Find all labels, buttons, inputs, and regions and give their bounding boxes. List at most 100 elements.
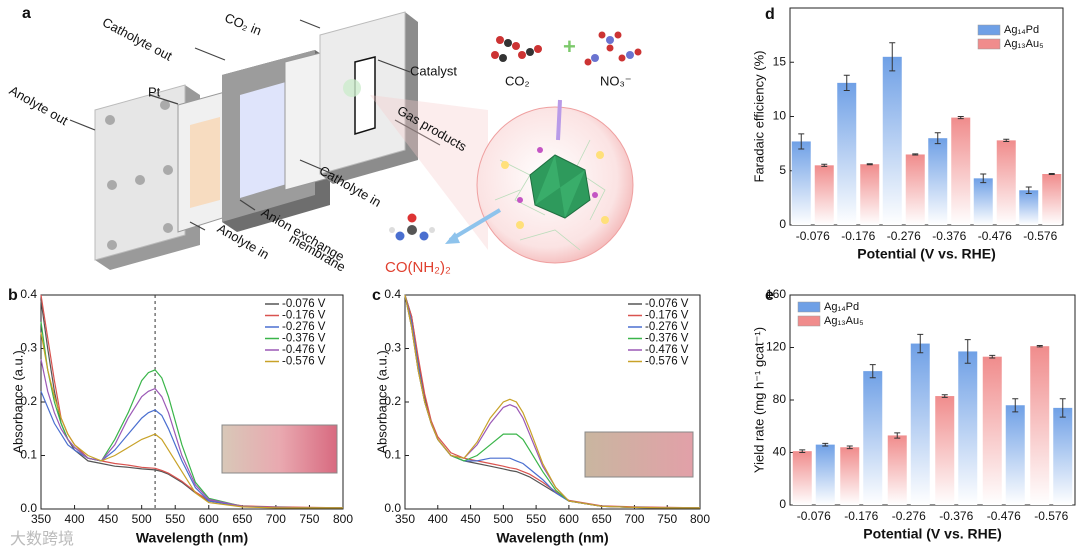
error-bar	[912, 153, 919, 156]
x-tick-label: 500	[132, 512, 152, 526]
y-tick-label: 0.1	[384, 448, 401, 462]
y-tick-label: 0.1	[20, 448, 37, 462]
legend-label: -0.276 V	[282, 321, 326, 333]
bar	[792, 451, 812, 505]
bar	[840, 447, 860, 505]
x-tick-label: 550	[165, 512, 185, 526]
spectrum-line	[404, 294, 700, 509]
legend-swatch	[977, 38, 1001, 50]
legend-swatch	[797, 301, 821, 313]
label: CO(NH₂)₂	[385, 259, 451, 276]
label: Catalyst	[410, 63, 457, 78]
legend-label: -0.076 V	[645, 298, 689, 310]
legend-swatch	[977, 24, 1001, 36]
x-tick-label: 450	[98, 512, 118, 526]
error-bar	[1012, 398, 1019, 413]
x-tick-label: 350	[31, 512, 51, 526]
legend-label: -0.376 V	[645, 333, 689, 345]
y-tick-label: 0.2	[20, 394, 37, 408]
bar	[951, 117, 971, 225]
y-tick-label: 40	[773, 445, 787, 459]
bar	[958, 351, 978, 505]
x-tick-label: -0.176	[841, 229, 875, 243]
error-bar	[1036, 345, 1043, 348]
bar	[837, 82, 857, 226]
error-bar	[889, 42, 896, 72]
error-bar	[1003, 138, 1010, 142]
panel-label: d	[765, 6, 775, 23]
bar	[905, 154, 925, 225]
x-tick-label: -0.276	[887, 229, 921, 243]
y-tick-label: 0.4	[20, 287, 37, 301]
inset-photo	[584, 431, 694, 478]
watermark: 大数跨境	[10, 529, 74, 548]
bar	[815, 444, 835, 505]
y-tick-label: 5	[779, 163, 786, 177]
y-axis-label: Absorbance (a.u.)	[374, 350, 389, 453]
y-axis-label: Absorbance (a.u.)	[10, 350, 25, 453]
bar	[1042, 174, 1062, 225]
error-bar	[1059, 398, 1066, 418]
legend-label: Ag₁₄Pd	[1004, 24, 1039, 36]
x-tick-label: -0.576	[1034, 509, 1068, 523]
x-tick-label: -0.376	[932, 229, 966, 243]
bar	[1053, 407, 1073, 505]
error-bar	[989, 354, 996, 359]
error-bar	[964, 339, 971, 364]
label: NO₃⁻	[600, 73, 632, 88]
bar	[814, 165, 834, 225]
x-tick-label: 450	[461, 512, 481, 526]
legend-label: -0.576 V	[645, 356, 689, 368]
legend-label: -0.076 V	[282, 298, 326, 310]
inset-photo	[221, 424, 338, 474]
bar	[910, 343, 930, 505]
error-bar	[846, 445, 853, 450]
x-tick-label: -0.476	[978, 229, 1012, 243]
error-bar	[822, 442, 829, 447]
x-tick-label: 700	[624, 512, 644, 526]
y-tick-label: 0.3	[384, 341, 401, 355]
legend-label: -0.276 V	[645, 321, 689, 333]
x-tick-label: -0.176	[844, 509, 878, 523]
y-axis-label: Faradaic efficiency (%)	[751, 51, 766, 183]
spectrum-line	[40, 391, 343, 509]
error-bar	[799, 449, 806, 453]
panel-label: b	[8, 287, 18, 304]
x-tick-label: 550	[526, 512, 546, 526]
error-bar	[934, 132, 941, 145]
x-tick-label: -0.476	[987, 509, 1021, 523]
x-tick-label: 750	[299, 512, 319, 526]
panel-label: c	[372, 287, 381, 304]
x-tick-label: 650	[592, 512, 612, 526]
x-axis-label: Potential (V vs. RHE)	[863, 526, 1001, 542]
y-axis-label: Yield rate (mg h⁻¹ gcat⁻¹)	[751, 327, 766, 473]
y-tick-label: 160	[766, 287, 786, 301]
error-bar	[821, 163, 828, 167]
bar	[1030, 346, 1050, 505]
x-axis-label: Wavelength (nm)	[136, 530, 248, 546]
y-tick-label: 15	[773, 54, 787, 68]
y-tick-label: 10	[773, 109, 787, 123]
x-tick-label: 500	[493, 512, 513, 526]
bar	[935, 396, 955, 505]
panel-label: a	[22, 5, 31, 22]
error-bar	[894, 432, 901, 439]
x-tick-label: 750	[657, 512, 677, 526]
error-bar	[917, 333, 924, 354]
error-bar	[866, 163, 873, 166]
electrolyzer-diagram: a + CO₂ in Catholyte out Catalyst CO₂	[7, 5, 642, 276]
y-tick-label: 0	[779, 497, 786, 511]
y-tick-label: 0	[779, 217, 786, 231]
legend-label: -0.576 V	[282, 356, 326, 368]
bar	[887, 435, 907, 505]
error-bar	[941, 394, 948, 398]
bar	[860, 164, 880, 225]
bar	[996, 140, 1016, 225]
x-tick-label: -0.076	[796, 229, 830, 243]
label: Anolyte out	[7, 83, 71, 129]
x-tick-label: 800	[690, 512, 710, 526]
x-tick-label: -0.576	[1023, 229, 1057, 243]
y-tick-label: 0.4	[384, 287, 401, 301]
y-tick-label: 0.2	[384, 394, 401, 408]
